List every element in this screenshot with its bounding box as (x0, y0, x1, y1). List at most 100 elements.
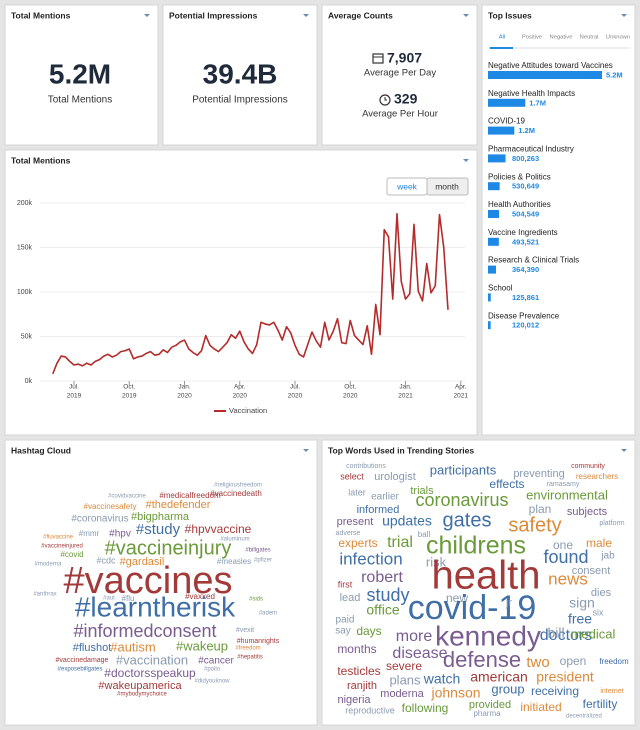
issue-bar (488, 210, 500, 218)
cloud-word: earlier (371, 492, 399, 503)
issue-value: 504,549 (512, 209, 539, 218)
cloud-word: say (335, 626, 351, 637)
cloud-word: #hepatitis (237, 655, 263, 661)
cloud-word: defense (443, 647, 521, 672)
issue-bar (488, 154, 506, 163)
big-number: 39.4B (203, 58, 278, 89)
cloud-word: #religiousfreedom (214, 483, 262, 489)
cloud-word: new (446, 591, 468, 605)
tab[interactable]: Neutral (580, 35, 599, 41)
cloud-word: trial (387, 534, 413, 551)
cloud-word: plan (529, 502, 552, 516)
cloud-word: office (366, 602, 399, 618)
cloud-word: watch (423, 671, 461, 687)
y-tick-label: 50k (21, 333, 33, 340)
issue-bar (488, 321, 491, 330)
cloud-word: medical (571, 626, 616, 641)
cloud-word: #vaccinedamage (56, 657, 109, 664)
cloud-word: informed (357, 504, 400, 516)
issue-value: 1.2M (518, 126, 535, 135)
cloud-word: adverse (336, 530, 361, 537)
big-number-label: Potential Impressions (192, 95, 288, 106)
cloud-word: environmental (526, 487, 608, 502)
button-label[interactable]: month (435, 181, 459, 191)
cloud-word: #vaxxed (185, 592, 215, 601)
cloud-word: paid (336, 615, 355, 626)
cloud-word: fertility (583, 697, 618, 711)
x-tick-year: 2020 (233, 393, 248, 400)
series-line (52, 212, 449, 375)
cloud-word: group (491, 681, 524, 696)
x-tick-label: Jul. (69, 384, 79, 391)
cloud-word: decentralized (566, 714, 602, 720)
cloud-word: one (553, 538, 573, 552)
avg-day: 7,907 (387, 50, 422, 66)
cloud-word: #learntherisk (75, 591, 236, 622)
cloud-word: select (340, 471, 364, 481)
card (162, 4, 318, 146)
card (321, 439, 636, 726)
cloud-word: risk (426, 554, 447, 569)
cloud-word: covid-19 (408, 589, 537, 627)
cloud-word: testicles (337, 664, 380, 678)
issue-bar (488, 237, 499, 246)
cloud-word: #doctorsspeakup (104, 666, 196, 680)
tab[interactable]: All (499, 35, 505, 41)
tab[interactable]: Negative (550, 35, 573, 41)
cloud-word: platform (599, 520, 624, 527)
cloud-word: jr (505, 597, 512, 609)
big-number: 5.2M (49, 58, 111, 89)
issue-label: School (488, 284, 513, 293)
cloud-word: first (338, 579, 353, 589)
cloud-word: researchers (576, 472, 618, 481)
issue-value: 5.2M (606, 70, 623, 79)
cloud-word: president (536, 669, 594, 685)
cloud-word: more (396, 628, 433, 645)
cloud-word: community (571, 463, 605, 470)
y-tick-label: 150k (17, 244, 33, 251)
cloud-word: #freedom (235, 646, 260, 652)
calendar-icon (372, 53, 384, 64)
cloud-word: #vaccinesafety (84, 502, 137, 511)
cloud-word: #gardasil (120, 556, 165, 568)
cloud-word: present (337, 516, 374, 528)
cloud-word: provided (469, 699, 511, 711)
issue-bar (488, 71, 602, 79)
cloud-word: #medicalfreedom (159, 491, 221, 500)
y-tick-label: 200k (17, 200, 33, 207)
cloud-word: gates (443, 509, 492, 531)
cloud-word: #bigpharma (131, 511, 190, 523)
cloud-word: nigeria (337, 694, 371, 706)
issue-bar (488, 265, 496, 274)
card-title: Top Words Used in Trending Stories (328, 445, 474, 455)
issue-bar (488, 126, 515, 135)
cloud-word: #aluminum (220, 537, 249, 543)
cloud-word: subjects (567, 506, 608, 518)
cloud-word: plans (389, 672, 421, 687)
issue-label: Vaccine Ingredients (488, 228, 558, 237)
cloud-word: #fluvaccine (43, 535, 74, 541)
cloud-word: experts (338, 536, 377, 550)
cloud-word: #moderna (34, 562, 62, 568)
x-tick-year: 2021 (398, 393, 413, 400)
cloud-word: #vaccineinjured (41, 544, 83, 550)
button-label[interactable]: week (396, 181, 418, 191)
issue-value: 530,649 (512, 182, 539, 191)
tab[interactable]: Positive (522, 35, 542, 41)
clock-icon (379, 94, 391, 106)
issue-label: Pharmaceutical Industry (488, 145, 574, 154)
avg-hour-label: Average Per Hour (362, 109, 438, 120)
cloud-word: disease (392, 645, 447, 662)
cloud-word: #mmr (79, 529, 100, 538)
cloud-word: doctors (540, 627, 592, 644)
cloud-word: internet (600, 688, 623, 695)
month-button[interactable] (426, 177, 469, 196)
cloud-word: #vaccines (64, 560, 233, 602)
cloud-word: reproductive (345, 705, 395, 715)
cloud-word: #coronavirus (71, 514, 128, 525)
cloud-word: ball (418, 530, 431, 539)
tab[interactable]: Unknown (606, 35, 630, 41)
cloud-word: safety (508, 514, 561, 536)
cloud-word: ranjith (347, 680, 377, 692)
